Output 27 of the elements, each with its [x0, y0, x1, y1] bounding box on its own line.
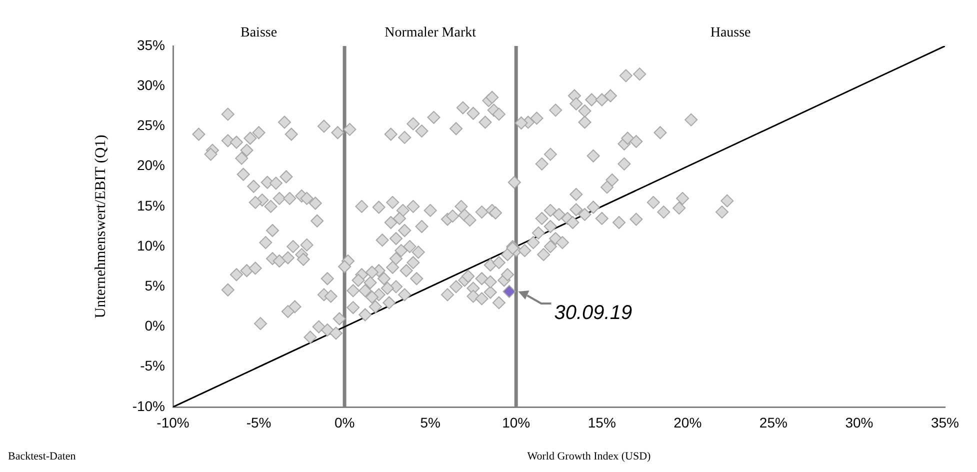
x-tick-label: 30%: [845, 414, 874, 430]
x-tick-label: 5%: [420, 414, 440, 430]
y-tick-label: -5%: [140, 358, 165, 374]
text: Backtest-Daten: [8, 450, 76, 462]
y-tick-label: 35%: [136, 36, 165, 53]
text: Baisse: [240, 26, 278, 41]
text: Normaler Markt: [384, 26, 476, 41]
y-tick-label: 5%: [144, 278, 165, 294]
y-tick-label: -10%: [132, 398, 165, 414]
x-tick-label: 10%: [502, 414, 530, 430]
y-tick-label: 10%: [136, 237, 165, 254]
x-tick-label: 20%: [674, 414, 702, 430]
y-tick-label: 15%: [136, 197, 165, 214]
x-tick-label: -5%: [246, 414, 272, 430]
x-tick-label: 15%: [588, 414, 616, 430]
y-tick-label: 0%: [144, 318, 165, 334]
annotation: 30.09.19: [554, 302, 632, 324]
x-tick-label: 25%: [759, 414, 788, 430]
x-tick-label: -10%: [156, 414, 190, 430]
y-tick-label: 30%: [136, 76, 165, 93]
y-tick-label: 25%: [136, 117, 165, 134]
x-tick-label: 0%: [334, 414, 355, 430]
x-axis-title: World Growth Index (USD): [527, 450, 652, 462]
text: Hausse: [710, 26, 751, 41]
y-axis-title: Unternehmenswert/EBIT (Q1): [92, 134, 109, 318]
y-tick-label: 20%: [136, 157, 165, 174]
x-tick-label: 35%: [930, 414, 960, 430]
